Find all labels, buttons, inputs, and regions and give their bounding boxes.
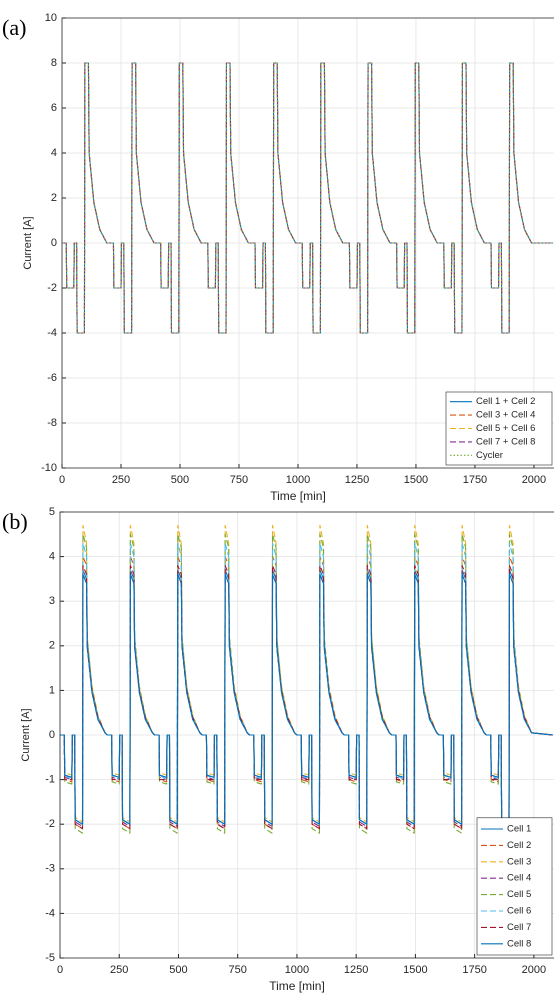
legend-box xyxy=(476,817,553,956)
series-line xyxy=(62,62,553,334)
x-axis-label: Time [min] xyxy=(269,979,325,993)
x-tick-label: 1750 xyxy=(463,474,487,486)
x-tick-label: 1750 xyxy=(462,964,486,976)
x-axis-label: Time [min] xyxy=(270,489,326,503)
legend-label: Cell 4 xyxy=(507,873,531,884)
legend-label: Cell 8 xyxy=(507,938,531,949)
x-tick-label: 250 xyxy=(110,964,128,976)
x-tick-label: 500 xyxy=(171,474,189,486)
legend: Cell 1 + Cell 2 Cell 3 + Cell 4 Cell 5 + C… xyxy=(445,391,553,466)
legend: Cell 1 Cell 2 Cell 3 Cell 4 Cell 5 Cell 6 Cell… xyxy=(476,817,553,956)
y-tick-label: -8 xyxy=(47,417,57,429)
panel-label: (b) xyxy=(2,509,28,534)
x-tick-label: 1000 xyxy=(285,964,309,976)
x-tick-label: 1250 xyxy=(345,474,369,486)
legend-label: Cell 5 + Cell 6 xyxy=(476,423,535,434)
y-tick-label: 4 xyxy=(51,147,57,159)
legend-label: Cell 3 + Cell 4 xyxy=(476,410,535,421)
panel-label: (a) xyxy=(2,15,26,40)
axes-box xyxy=(59,511,554,959)
y-tick-label: 0 xyxy=(51,237,57,249)
y-tick-label: 4 xyxy=(49,551,55,563)
legend-label: Cell 1 + Cell 2 xyxy=(476,396,535,407)
y-tick-label: -4 xyxy=(47,327,57,339)
y-tick-label: -5 xyxy=(45,952,55,964)
x-tick-label: 1500 xyxy=(404,474,428,486)
legend-label: Cell 5 xyxy=(507,889,531,900)
legend-label: Cell 7 xyxy=(507,922,531,933)
y-tick-label: 10 xyxy=(45,12,57,24)
y-tick-label: 2 xyxy=(51,192,57,204)
legend-label: Cell 3 xyxy=(507,856,531,867)
y-axis-label: Current [A] xyxy=(20,708,32,761)
y-axis-label: Current [A] xyxy=(22,216,34,269)
x-tick-label: 750 xyxy=(230,474,248,486)
subplot: -10 -8 -6 -4 -2 0 2 4 6 8 10 0 250 500 750 1000 1250 1500… xyxy=(2,12,554,503)
y-tick-label: 1 xyxy=(49,684,55,696)
x-tick-label: 0 xyxy=(59,474,65,486)
y-tick-label: 8 xyxy=(51,57,57,69)
y-tick-label: -2 xyxy=(45,818,55,830)
y-tick-label: 5 xyxy=(49,506,55,518)
legend-label: Cell 6 xyxy=(507,906,531,917)
legend-label: Cell 7 + Cell 8 xyxy=(476,436,535,447)
subplot: -5 -4 -3 -2 -1 0 1 2 3 4 5 0 250 500 750 1000 1250 1500 17… xyxy=(2,506,554,993)
x-tick-label: 500 xyxy=(169,964,187,976)
x-tick-label: 1000 xyxy=(286,474,310,486)
legend-label: Cell 1 xyxy=(507,824,531,835)
y-tick-label: -1 xyxy=(45,774,55,786)
axes-box xyxy=(61,17,554,469)
y-tick-label: -3 xyxy=(45,863,55,875)
x-tick-label: 2000 xyxy=(522,964,546,976)
y-tick-label: -10 xyxy=(41,462,57,474)
y-tick-label: -6 xyxy=(47,372,57,384)
series-group xyxy=(62,62,553,334)
x-tick-label: 1500 xyxy=(403,964,427,976)
legend-label: Cycler xyxy=(476,450,503,461)
y-tick-label: 2 xyxy=(49,640,55,652)
legend-label: Cell 2 xyxy=(507,840,531,851)
y-tick-label: 6 xyxy=(51,102,57,114)
x-tick-label: 1250 xyxy=(344,964,368,976)
x-tick-label: 750 xyxy=(229,964,247,976)
series-line xyxy=(60,573,553,825)
y-tick-label: -2 xyxy=(47,282,57,294)
x-tick-label: 2000 xyxy=(522,474,546,486)
y-tick-label: 3 xyxy=(49,595,55,607)
series-group xyxy=(60,524,553,834)
x-tick-label: 250 xyxy=(112,474,130,486)
y-tick-label: 0 xyxy=(49,729,55,741)
y-tick-label: -4 xyxy=(45,907,55,919)
x-tick-label: 0 xyxy=(57,964,63,976)
